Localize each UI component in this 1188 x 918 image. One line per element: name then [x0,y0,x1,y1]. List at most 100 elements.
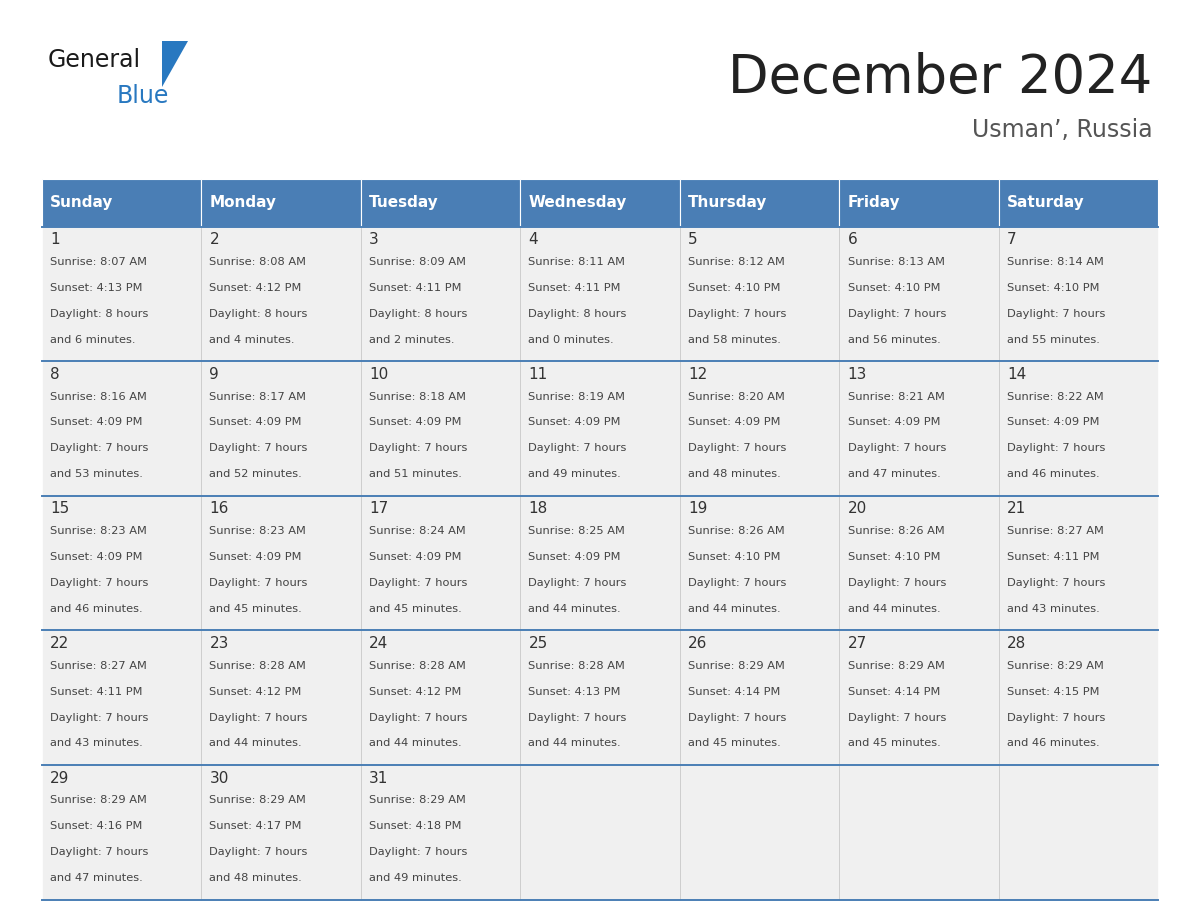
Bar [42,496,201,631]
Text: 8: 8 [50,367,59,382]
Text: Daylight: 7 hours: Daylight: 7 hours [529,443,627,453]
Text: and 49 minutes.: and 49 minutes. [529,469,621,479]
Bar [999,765,1158,900]
Text: Daylight: 8 hours: Daylight: 8 hours [50,308,148,319]
Text: Daylight: 7 hours: Daylight: 7 hours [688,578,786,588]
Bar [361,631,520,765]
Text: Daylight: 8 hours: Daylight: 8 hours [209,308,308,319]
Text: Sunset: 4:09 PM: Sunset: 4:09 PM [369,552,461,562]
Text: 16: 16 [209,501,229,517]
Text: Sunrise: 8:14 AM: Sunrise: 8:14 AM [1007,257,1104,267]
Text: Sunset: 4:16 PM: Sunset: 4:16 PM [50,822,143,831]
Text: Daylight: 7 hours: Daylight: 7 hours [209,712,308,722]
Text: Daylight: 7 hours: Daylight: 7 hours [688,712,786,722]
Text: and 55 minutes.: and 55 minutes. [1007,335,1100,344]
Text: Sunrise: 8:18 AM: Sunrise: 8:18 AM [369,392,466,401]
Text: and 45 minutes.: and 45 minutes. [369,604,462,614]
Text: 5: 5 [688,232,697,247]
Text: and 45 minutes.: and 45 minutes. [688,738,781,748]
Text: 24: 24 [369,636,388,651]
Text: Sunset: 4:12 PM: Sunset: 4:12 PM [209,283,302,293]
Text: Sunset: 4:09 PM: Sunset: 4:09 PM [50,552,143,562]
Bar [42,227,201,362]
Text: 27: 27 [847,636,867,651]
Text: 1: 1 [50,232,59,247]
Bar [999,179,1158,227]
Text: Daylight: 7 hours: Daylight: 7 hours [1007,578,1106,588]
Text: 11: 11 [529,367,548,382]
Text: and 43 minutes.: and 43 minutes. [1007,604,1100,614]
Text: Sunset: 4:10 PM: Sunset: 4:10 PM [847,552,940,562]
Text: and 44 minutes.: and 44 minutes. [369,738,462,748]
Text: and 49 minutes.: and 49 minutes. [369,873,462,883]
Text: Sunset: 4:09 PM: Sunset: 4:09 PM [369,418,461,428]
Text: Sunrise: 8:29 AM: Sunrise: 8:29 AM [209,795,307,805]
Text: Sunset: 4:15 PM: Sunset: 4:15 PM [1007,687,1100,697]
Text: 22: 22 [50,636,69,651]
Text: Daylight: 7 hours: Daylight: 7 hours [688,308,786,319]
Bar [42,179,201,227]
Text: Sunset: 4:13 PM: Sunset: 4:13 PM [529,687,621,697]
Text: Sunrise: 8:21 AM: Sunrise: 8:21 AM [847,392,944,401]
Text: 25: 25 [529,636,548,651]
Text: and 58 minutes.: and 58 minutes. [688,335,781,344]
Text: 28: 28 [1007,636,1026,651]
Text: Daylight: 7 hours: Daylight: 7 hours [369,712,467,722]
Text: Sunrise: 8:12 AM: Sunrise: 8:12 AM [688,257,785,267]
Text: Sunset: 4:10 PM: Sunset: 4:10 PM [688,283,781,293]
Bar [520,496,680,631]
Text: and 46 minutes.: and 46 minutes. [1007,738,1100,748]
Bar [680,496,839,631]
Text: 19: 19 [688,501,707,517]
Text: Sunset: 4:10 PM: Sunset: 4:10 PM [847,283,940,293]
Text: Sunset: 4:10 PM: Sunset: 4:10 PM [688,552,781,562]
Text: Daylight: 7 hours: Daylight: 7 hours [209,578,308,588]
Text: Monday: Monday [209,196,277,210]
Text: and 6 minutes.: and 6 minutes. [50,335,135,344]
Text: and 44 minutes.: and 44 minutes. [688,604,781,614]
Bar [520,227,680,362]
Bar [42,765,201,900]
Text: Sunset: 4:11 PM: Sunset: 4:11 PM [529,283,621,293]
Bar [680,631,839,765]
Text: Usman’, Russia: Usman’, Russia [972,118,1152,142]
Text: and 52 minutes.: and 52 minutes. [209,469,302,479]
Text: 21: 21 [1007,501,1026,517]
Bar [201,631,361,765]
Bar [201,362,361,496]
Text: 29: 29 [50,770,69,786]
Text: Saturday: Saturday [1007,196,1085,210]
Text: 17: 17 [369,501,388,517]
Text: Daylight: 7 hours: Daylight: 7 hours [1007,308,1106,319]
Polygon shape [162,41,188,87]
Bar [520,631,680,765]
Text: 13: 13 [847,367,867,382]
Text: 7: 7 [1007,232,1017,247]
Text: Sunrise: 8:26 AM: Sunrise: 8:26 AM [688,526,785,536]
Bar [999,496,1158,631]
Text: and 44 minutes.: and 44 minutes. [847,604,940,614]
Text: and 48 minutes.: and 48 minutes. [209,873,302,883]
Text: Sunrise: 8:29 AM: Sunrise: 8:29 AM [1007,661,1104,671]
Bar [520,179,680,227]
Bar [361,765,520,900]
Text: Daylight: 7 hours: Daylight: 7 hours [369,847,467,857]
Bar [999,362,1158,496]
Text: Sunrise: 8:16 AM: Sunrise: 8:16 AM [50,392,147,401]
Bar [680,179,839,227]
Text: Sunset: 4:12 PM: Sunset: 4:12 PM [209,687,302,697]
Text: Sunrise: 8:20 AM: Sunrise: 8:20 AM [688,392,785,401]
Bar [361,362,520,496]
Bar [201,765,361,900]
Text: Sunrise: 8:23 AM: Sunrise: 8:23 AM [209,526,307,536]
Text: 31: 31 [369,770,388,786]
Text: and 53 minutes.: and 53 minutes. [50,469,143,479]
Text: 6: 6 [847,232,858,247]
Text: Sunset: 4:09 PM: Sunset: 4:09 PM [209,552,302,562]
Text: 12: 12 [688,367,707,382]
Text: Daylight: 8 hours: Daylight: 8 hours [369,308,467,319]
Text: Daylight: 7 hours: Daylight: 7 hours [1007,443,1106,453]
Text: Daylight: 7 hours: Daylight: 7 hours [529,578,627,588]
Bar [999,227,1158,362]
Text: Sunrise: 8:29 AM: Sunrise: 8:29 AM [688,661,785,671]
